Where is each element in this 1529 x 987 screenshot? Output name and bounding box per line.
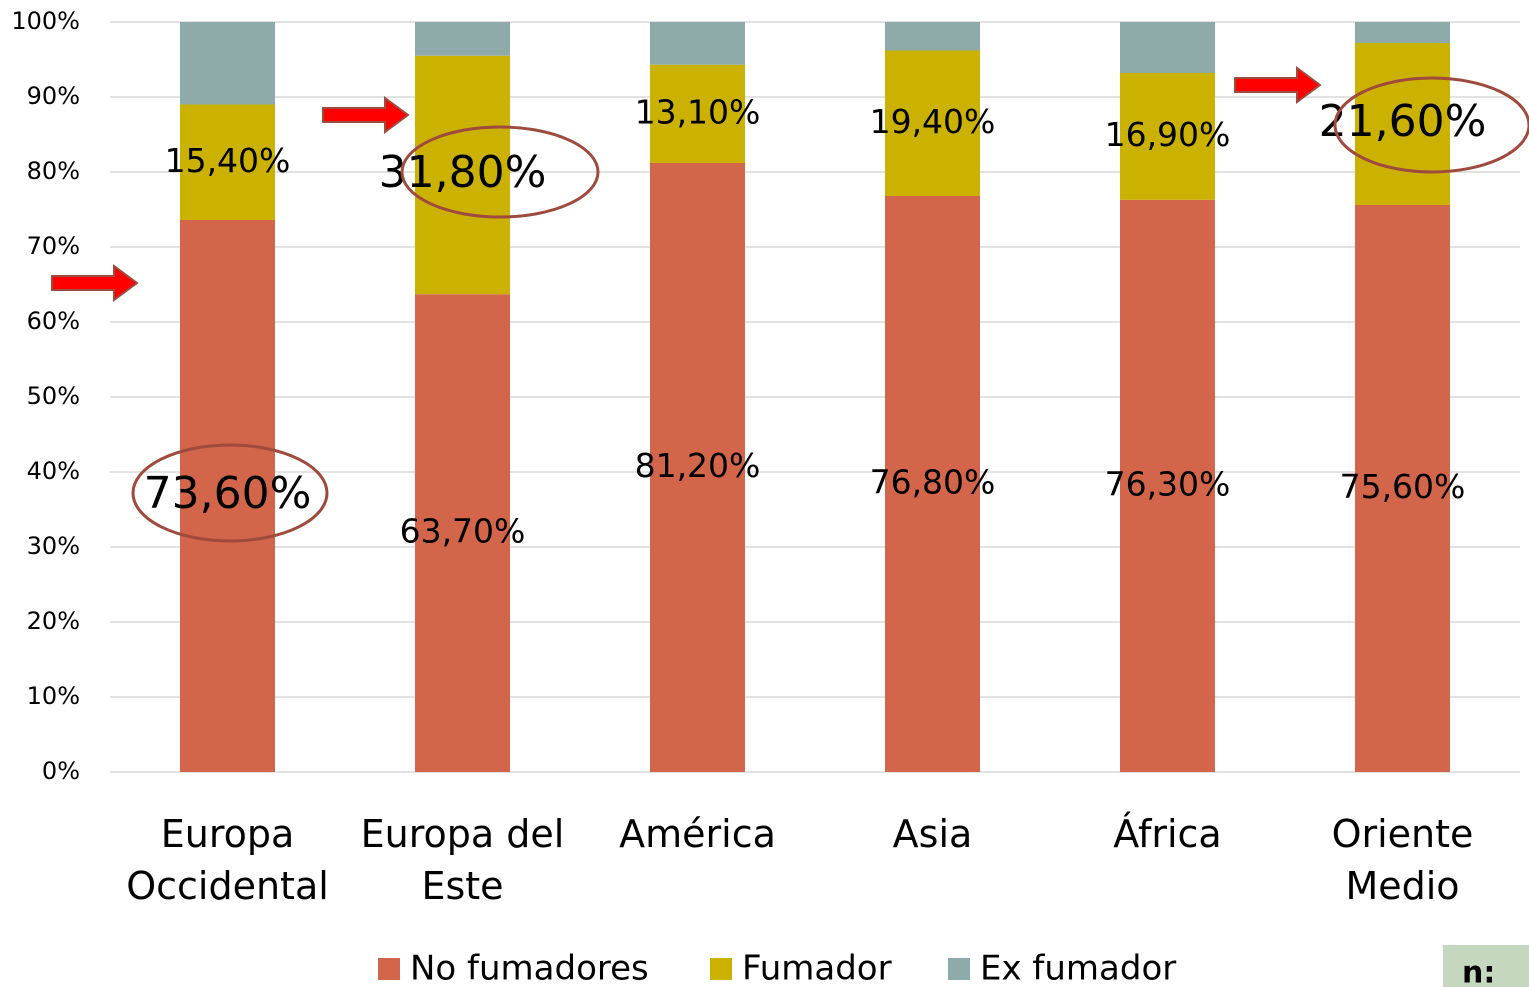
legend-swatch bbox=[378, 958, 400, 980]
bar-segment bbox=[1355, 22, 1450, 43]
bar-segment bbox=[650, 22, 745, 65]
legend-label: Ex fumador bbox=[980, 949, 1176, 987]
note-box bbox=[1443, 945, 1529, 987]
value-label: 73,60% bbox=[144, 468, 312, 519]
bar-segment bbox=[415, 22, 510, 56]
x-tick-label: África bbox=[1113, 812, 1222, 856]
y-tick-label: 90% bbox=[27, 82, 80, 110]
y-tick-label: 0% bbox=[42, 757, 80, 785]
arrow bbox=[51, 264, 139, 302]
y-tick-label: 70% bbox=[27, 232, 80, 260]
x-tick-label: América bbox=[619, 812, 776, 856]
bar-segment bbox=[885, 50, 980, 196]
value-label: 13,10% bbox=[635, 92, 761, 131]
y-tick-label: 10% bbox=[27, 682, 80, 710]
bar-segment bbox=[415, 294, 510, 772]
y-tick-label: 40% bbox=[27, 457, 80, 485]
bar-segment bbox=[1120, 22, 1215, 73]
grid bbox=[110, 21, 1520, 773]
value-label: 81,20% bbox=[635, 446, 761, 485]
bar-segment bbox=[650, 64, 745, 163]
value-label: 76,80% bbox=[870, 463, 996, 502]
x-tick-label: Asia bbox=[892, 812, 973, 856]
highlight-circle bbox=[1333, 76, 1529, 174]
value-label: 19,40% bbox=[870, 102, 996, 141]
note: n: bbox=[1462, 956, 1495, 987]
y-tick-label: 60% bbox=[27, 307, 80, 335]
y-tick-label: 100% bbox=[11, 7, 80, 35]
value-label: 16,90% bbox=[1105, 115, 1231, 154]
x-tick-label: Europa Occidental bbox=[126, 812, 329, 908]
value-label: 76,30% bbox=[1105, 464, 1231, 503]
bar-segment bbox=[180, 22, 275, 105]
legend-label: No fumadores bbox=[410, 949, 649, 987]
value-label: 15,40% bbox=[165, 141, 291, 180]
value-label: 75,60% bbox=[1340, 467, 1466, 506]
arrow bbox=[1234, 66, 1322, 104]
legend-swatch bbox=[948, 958, 970, 980]
y-tick-label: 20% bbox=[27, 607, 80, 635]
y-tick-label: 50% bbox=[27, 382, 80, 410]
x-tick-label: Oriente Medio bbox=[1331, 812, 1474, 908]
bar-segment bbox=[1120, 73, 1215, 200]
legend-swatch bbox=[710, 958, 732, 980]
bar-segment bbox=[180, 104, 275, 220]
bar-segment bbox=[1355, 205, 1450, 772]
legend-label: Fumador bbox=[742, 949, 892, 987]
bar-segment bbox=[1355, 43, 1450, 205]
bar-segment bbox=[415, 55, 510, 295]
y-tick-label: 80% bbox=[27, 157, 80, 185]
bar-segment bbox=[885, 196, 980, 772]
bar-segment bbox=[180, 220, 275, 772]
highlight-circle bbox=[131, 443, 329, 543]
value-label: 31,80% bbox=[379, 147, 547, 198]
y-tick-label: 30% bbox=[27, 532, 80, 560]
bar-segment bbox=[1120, 199, 1215, 772]
highlight-circle bbox=[400, 125, 600, 219]
bar-segment bbox=[885, 22, 980, 51]
value-label: 63,70% bbox=[400, 512, 526, 551]
bar-segment bbox=[650, 163, 745, 772]
x-tick-label: Europa del Este bbox=[360, 812, 565, 908]
arrow bbox=[322, 96, 410, 134]
